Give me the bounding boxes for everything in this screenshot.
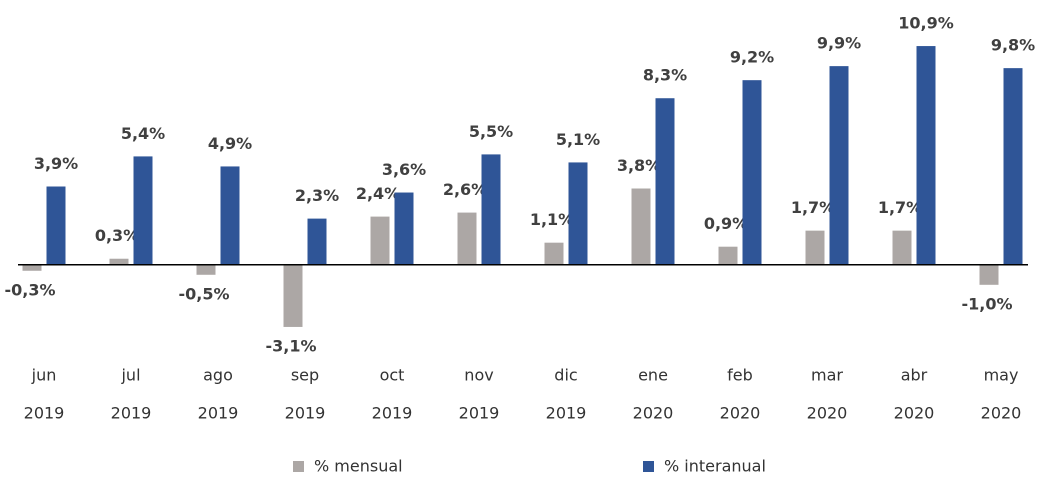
x-tick-label: 2019: [459, 404, 500, 423]
x-tick-label: 2020: [720, 404, 761, 423]
value-label: -3,1%: [265, 336, 316, 355]
x-tick-label: 2019: [198, 404, 239, 423]
bar: [631, 188, 651, 265]
value-label: -0,3%: [4, 280, 55, 299]
x-tick-label: 2019: [546, 404, 587, 423]
x-tick-label: 2019: [111, 404, 152, 423]
value-label: -0,5%: [178, 284, 229, 303]
legend-label: % interanual: [664, 457, 766, 476]
value-label: 0,9%: [704, 214, 748, 233]
x-tick-label: sep: [291, 366, 319, 385]
x-tick-label: oct: [380, 366, 405, 385]
bar: [370, 216, 390, 265]
bar: [307, 218, 327, 265]
value-label: 2,4%: [356, 184, 400, 203]
x-tick-label: 2020: [981, 404, 1022, 423]
bar: [805, 230, 825, 265]
value-label: 2,3%: [295, 186, 339, 205]
bar: [979, 264, 999, 285]
value-label: -1,0%: [961, 294, 1012, 313]
value-label: 9,8%: [991, 36, 1035, 55]
x-tick-label: 2020: [894, 404, 935, 423]
bar: [457, 212, 477, 265]
bar: [196, 264, 216, 275]
value-label: 10,9%: [898, 14, 954, 33]
value-label: 5,1%: [556, 130, 600, 149]
bar: [892, 230, 912, 265]
bar: [568, 162, 588, 265]
bar: [916, 46, 936, 265]
bar: [742, 80, 762, 265]
legend-label: % mensual: [314, 457, 403, 476]
bar: [718, 246, 738, 265]
bar: [109, 258, 129, 265]
bar: [22, 264, 42, 271]
bar: [46, 186, 66, 265]
x-tick-label: nov: [464, 366, 493, 385]
bar: [394, 192, 414, 265]
legend-swatch: [293, 461, 304, 472]
bar: [220, 166, 240, 265]
value-label: 3,6%: [382, 160, 426, 179]
value-label: 2,6%: [443, 180, 487, 199]
value-label: 1,7%: [791, 198, 835, 217]
bar: [829, 66, 849, 265]
x-tick-label: may: [984, 366, 1019, 385]
x-tick-label: feb: [727, 366, 753, 385]
bar: [133, 156, 153, 265]
value-label: 3,9%: [34, 154, 78, 173]
x-tick-label: ene: [638, 366, 668, 385]
x-tick-label: 2020: [807, 404, 848, 423]
bar: [481, 154, 501, 265]
value-label: 4,9%: [208, 134, 252, 153]
bar: [1003, 68, 1023, 265]
legend-swatch: [643, 461, 654, 472]
x-tick-label: 2019: [372, 404, 413, 423]
value-label: 5,5%: [469, 122, 513, 141]
x-tick-label: abr: [901, 366, 928, 385]
bar: [655, 98, 675, 265]
bar: [544, 242, 564, 265]
value-label: 3,8%: [617, 156, 661, 175]
x-tick-label: jul: [120, 366, 140, 385]
x-tick-label: 2020: [633, 404, 674, 423]
value-label: 1,7%: [878, 198, 922, 217]
x-tick-label: mar: [811, 366, 843, 385]
x-tick-label: jun: [31, 366, 57, 385]
x-tick-label: ago: [203, 366, 233, 385]
value-label: 1,1%: [530, 210, 574, 229]
x-tick-label: 2019: [24, 404, 65, 423]
value-label: 5,4%: [121, 124, 165, 143]
value-label: 9,2%: [730, 48, 774, 67]
value-label: 8,3%: [643, 66, 687, 85]
x-tick-label: 2019: [285, 404, 326, 423]
bar: [283, 264, 303, 327]
value-label: 0,3%: [95, 226, 139, 245]
value-label: 9,9%: [817, 34, 861, 53]
x-tick-label: dic: [554, 366, 577, 385]
